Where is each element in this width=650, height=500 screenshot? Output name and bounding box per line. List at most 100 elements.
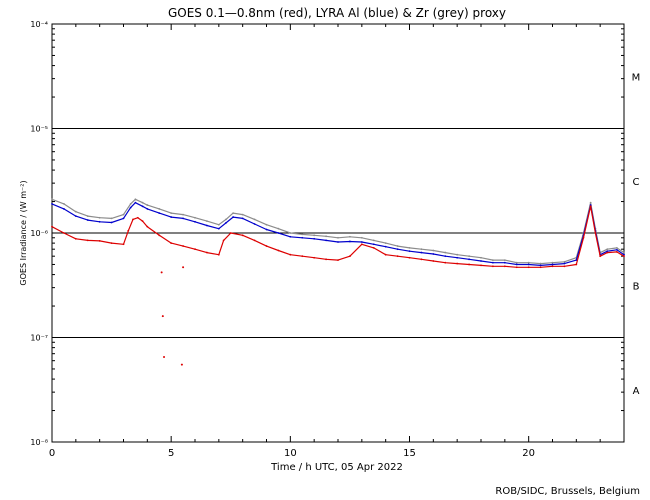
data-series <box>51 198 625 366</box>
lyra-zr-proxy-point <box>122 213 125 216</box>
goes-0-1-0-8nm-point <box>141 220 144 222</box>
x-tick-label: 10 <box>284 448 297 459</box>
lyra-al-proxy-point <box>408 250 411 253</box>
goes-0-1-0-8nm-point <box>194 248 196 251</box>
lyra-zr-proxy-line <box>51 198 625 265</box>
lyra-zr-proxy-point <box>408 247 411 249</box>
lyra-al-proxy-point <box>289 235 292 238</box>
goes-0-1-0-8nm-point <box>289 253 292 256</box>
lyra-al-proxy-point <box>141 205 144 208</box>
goes-0-1-0-8nm-point <box>253 239 256 242</box>
goes-0-1-0-8nm-point <box>86 239 89 242</box>
lyra-al-proxy-point <box>360 241 363 243</box>
goes-0-1-0-8nm-point <box>313 256 316 259</box>
goes-isolated-points-point <box>160 271 163 274</box>
lyra-al-proxy-point <box>265 228 268 231</box>
lyra-zr-proxy-point <box>265 223 268 226</box>
goes-0-1-0-8nm-point <box>575 263 578 266</box>
lyra-al-proxy-point <box>129 206 132 209</box>
y-axis-label: GOES Irradiance / (W m⁻²) <box>19 180 28 285</box>
goes-0-1-0-8nm-point <box>222 239 225 242</box>
lyra-al-proxy-point <box>277 232 280 234</box>
lyra-al-proxy-point <box>134 201 137 204</box>
lyra-al-proxy-point <box>217 227 220 230</box>
y-tick-label: 10⁻⁷ <box>30 334 48 343</box>
goes-0-1-0-8nm-point <box>594 232 597 234</box>
lyra-al-proxy-point <box>551 263 554 266</box>
flare-class-b: B <box>633 281 640 292</box>
lyra-zr-proxy-point <box>360 236 363 239</box>
lyra-zr-proxy-point <box>456 253 459 256</box>
goes-0-1-0-8nm-point <box>74 237 77 240</box>
goes-isolated-points-point <box>182 266 185 269</box>
lyra-al-proxy-point <box>480 260 482 262</box>
goes-0-1-0-8nm-point <box>158 234 161 237</box>
lyra-al-proxy-point <box>51 202 53 205</box>
lyra-zr-proxy-point <box>551 261 554 264</box>
lyra-al-proxy-point <box>444 255 447 258</box>
lyra-al-proxy-point <box>206 224 208 227</box>
lyra-al-proxy-point <box>232 216 235 218</box>
x-axis-label: Time / h UTC, 05 Apr 2022 <box>270 462 403 473</box>
lyra-al-proxy-point <box>456 256 459 259</box>
lyra-al-proxy-point <box>589 204 592 206</box>
lyra-al-proxy-point <box>384 245 387 248</box>
goes-0-1-0-8nm-point <box>136 216 139 219</box>
goes-0-1-0-8nm-point <box>527 266 530 269</box>
goes-0-1-0-8nm-point <box>589 205 592 208</box>
lyra-zr-proxy-point <box>396 245 399 247</box>
x-tick-label: 5 <box>168 448 174 459</box>
lyra-zr-proxy-point <box>420 248 423 251</box>
lyra-zr-proxy-point <box>623 251 625 254</box>
y-tick-label: 10⁻⁵ <box>30 125 48 134</box>
lyra-al-proxy-point <box>623 253 625 256</box>
lyra-zr-proxy-point <box>468 255 470 258</box>
lyra-al-proxy-point <box>74 215 77 218</box>
goes-0-1-0-8nm-point <box>539 266 542 269</box>
flare-class-labels: A B C M <box>632 72 641 397</box>
goes-0-1-0-8nm-point <box>432 260 435 262</box>
lyra-zr-proxy-point <box>527 261 530 264</box>
goes-0-1-0-8nm-point <box>615 250 618 253</box>
goes-0-1-0-8nm-point <box>241 234 244 237</box>
goes-0-1-0-8nm-point <box>265 245 268 247</box>
lyra-zr-proxy-point <box>503 259 506 262</box>
lyra-al-proxy-point <box>241 217 244 220</box>
lyra-al-proxy-point <box>372 243 375 246</box>
goes-0-1-0-8nm-point <box>396 255 399 258</box>
lyra-al-proxy-point <box>515 263 518 266</box>
y-tick-label: 10⁻⁶ <box>30 229 48 238</box>
lyra-zr-proxy-point <box>444 251 447 254</box>
goes-0-1-0-8nm-point <box>503 265 506 268</box>
goes-0-1-0-8nm-point <box>301 255 304 258</box>
lyra-al-proxy-point <box>86 219 89 221</box>
lyra-zr-proxy-point <box>349 235 351 238</box>
lyra-al-proxy-point <box>110 221 113 224</box>
lyra-zr-proxy-point <box>515 261 518 264</box>
lyra-zr-proxy-point <box>492 259 494 262</box>
lyra-zr-proxy-point <box>194 216 196 219</box>
lyra-zr-proxy-point <box>384 242 387 245</box>
goes-isolated-points-point <box>161 315 164 318</box>
x-tick-label: 15 <box>403 448 416 459</box>
goes-0-1-0-8nm-point <box>372 247 375 249</box>
lyra-al-proxy-point <box>503 261 506 264</box>
chart-title: GOES 0.1—0.8nm (red), LYRA Al (blue) & Z… <box>168 6 506 20</box>
goes-0-1-0-8nm-point <box>122 243 125 246</box>
goes-0-1-0-8nm-point <box>551 265 554 268</box>
lyra-zr-proxy-point <box>110 217 113 220</box>
y-axis: 10⁻⁸ 10⁻⁷ 10⁻⁶ 10⁻⁵ 10⁻⁴ <box>30 20 624 447</box>
lyra-al-proxy-point <box>420 251 423 254</box>
lyra-zr-proxy-point <box>589 201 592 204</box>
goes-0-1-0-8nm-point <box>110 242 113 245</box>
goes-0-1-0-8nm-point <box>229 232 232 234</box>
lyra-zr-proxy-point <box>432 249 435 252</box>
lyra-zr-proxy-point <box>372 239 375 242</box>
lyra-al-proxy-point <box>63 208 65 210</box>
lyra-zr-proxy-point <box>51 198 53 201</box>
lyra-al-proxy-point <box>615 248 618 251</box>
y-tick-label: 10⁻⁴ <box>30 20 48 29</box>
goes-0-1-0-8nm-point <box>51 225 53 228</box>
goes-0-1-0-8nm-point <box>480 264 482 267</box>
goes-0-1-0-8nm-point <box>444 261 447 264</box>
